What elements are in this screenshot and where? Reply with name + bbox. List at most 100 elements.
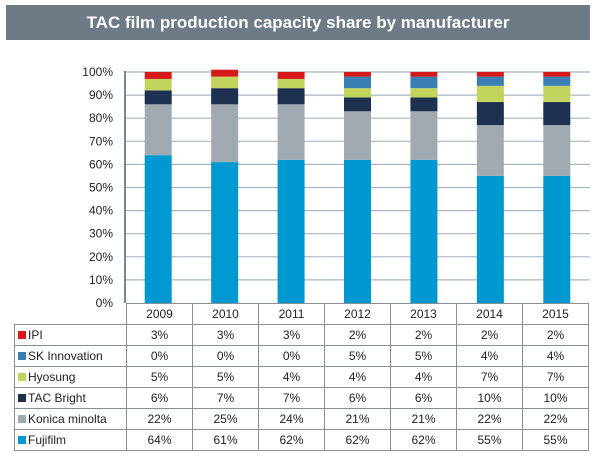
table-row: Konica minolta 22% 25% 24% 21% 21% 22% 22% [14,408,589,430]
data-label: 62% [324,429,391,451]
x-tick-label: 2011 [258,303,325,325]
data-label: 7% [522,366,589,388]
legend-label: Fujifilm [28,433,66,447]
data-label: 5% [192,366,259,388]
data-label: 24% [258,408,325,430]
table-row: IPI 3% 3% 3% 2% 2% 2% 2% [14,324,589,346]
data-label: 61% [192,429,259,451]
chart-title: TAC film production capacity share by ma… [6,5,590,40]
data-label: 2% [456,324,523,346]
bar-segment-konica-minolta [211,104,239,163]
bar-segment-ipi [277,72,305,79]
bar-segment-konica-minolta [410,111,438,160]
data-label: 0% [258,345,325,367]
table-row: SK Innovation 0% 0% 0% 5% 5% 4% 4% [14,345,589,367]
legend-entry: Konica minolta [14,408,127,430]
bar-segment-hyosung [543,85,571,103]
table-row: Fujifilm 64% 61% 62% 62% 62% 55% 55% [14,429,589,451]
bar-segment-konica-minolta [543,125,571,176]
data-label: 62% [258,429,325,451]
bar-segment-sk-innovation [410,76,438,89]
bar-segment-hyosung [476,85,504,103]
data-label: 21% [324,408,391,430]
data-label: 5% [324,345,391,367]
data-label: 2% [522,324,589,346]
data-label: 4% [522,345,589,367]
bar-segment-konica-minolta [277,104,305,160]
y-tick-label: 50% [89,181,113,195]
data-label: 6% [126,387,193,409]
x-tick-label: 2010 [192,303,259,325]
legend-label: TAC Bright [28,391,86,405]
data-label: 25% [192,408,259,430]
bar-segment-fujifilm [476,175,504,303]
y-tick-label: 80% [89,111,113,125]
legend-label: Hyosung [28,370,76,384]
y-tick-label: 90% [89,88,113,102]
y-tick-label: 40% [89,204,113,218]
bar-segment-fujifilm [410,159,438,303]
bar-segment-tac-bright [277,88,305,105]
bar-segment-tac-bright [344,97,371,112]
data-label: 6% [324,387,391,409]
bar-segment-tac-bright [476,102,504,126]
bar-segment-ipi [211,69,239,77]
legend-entry: IPI [14,324,127,346]
legend-entry: SK Innovation [14,345,127,367]
bar-segment-sk-innovation [543,76,571,86]
bar-segment-konica-minolta [476,125,504,176]
data-label: 5% [390,345,457,367]
bar-segment-tac-bright [410,97,438,112]
bar-segment-fujifilm [543,175,571,303]
bar-segment-fujifilm [277,159,305,303]
legend-swatch-icon [18,415,26,423]
bar-segment-hyosung [410,88,438,98]
data-label: 3% [192,324,259,346]
x-tick-label: 2013 [390,303,457,325]
table-row: Hyosung 5% 5% 4% 4% 4% 7% 7% [14,366,589,388]
legend-swatch-icon [18,331,26,339]
legend-swatch-icon [18,436,26,444]
bar-segment-fujifilm [144,155,172,303]
data-label: 55% [522,429,589,451]
bar-segment-tac-bright [543,102,571,126]
bar-segment-hyosung [211,76,239,89]
table-corner [14,303,127,325]
y-tick-label: 70% [89,134,113,148]
bar-segment-fujifilm [344,159,371,303]
data-label: 4% [390,366,457,388]
data-label: 5% [126,366,193,388]
bar-segment-hyosung [144,78,172,91]
data-label: 10% [456,387,523,409]
data-label: 2% [390,324,457,346]
y-tick-label: 30% [89,227,113,241]
data-label: 22% [456,408,523,430]
data-label: 62% [390,429,457,451]
legend-label: Konica minolta [28,412,107,426]
data-label: 10% [522,387,589,409]
data-label: 0% [126,345,193,367]
legend-entry: Hyosung [14,366,127,388]
data-label: 4% [258,366,325,388]
y-tick-label: 100% [82,65,113,79]
legend-entry: TAC Bright [14,387,127,409]
bar-segment-ipi [144,72,172,79]
data-label: 55% [456,429,523,451]
y-tick-label: 10% [89,273,113,287]
legend-entry: Fujifilm [14,429,127,451]
x-tick-label: 2014 [456,303,523,325]
data-label: 0% [192,345,259,367]
x-tick-label: 2009 [126,303,193,325]
legend-label: IPI [28,328,43,342]
bar-segment-ipi [410,72,438,77]
legend-swatch-icon [18,394,26,402]
bar-segment-hyosung [277,78,305,89]
bar-segment-ipi [543,72,571,77]
bar-segment-ipi [344,72,371,77]
bar-segment-tac-bright [211,88,239,105]
data-label: 2% [324,324,391,346]
bar-segment-ipi [476,72,504,77]
data-table: 2009 2010 2011 2012 2013 2014 2015 IPI 3% 3% 3% 2% 2… [14,303,589,451]
data-label: 7% [258,387,325,409]
y-tick-label: 60% [89,157,113,171]
